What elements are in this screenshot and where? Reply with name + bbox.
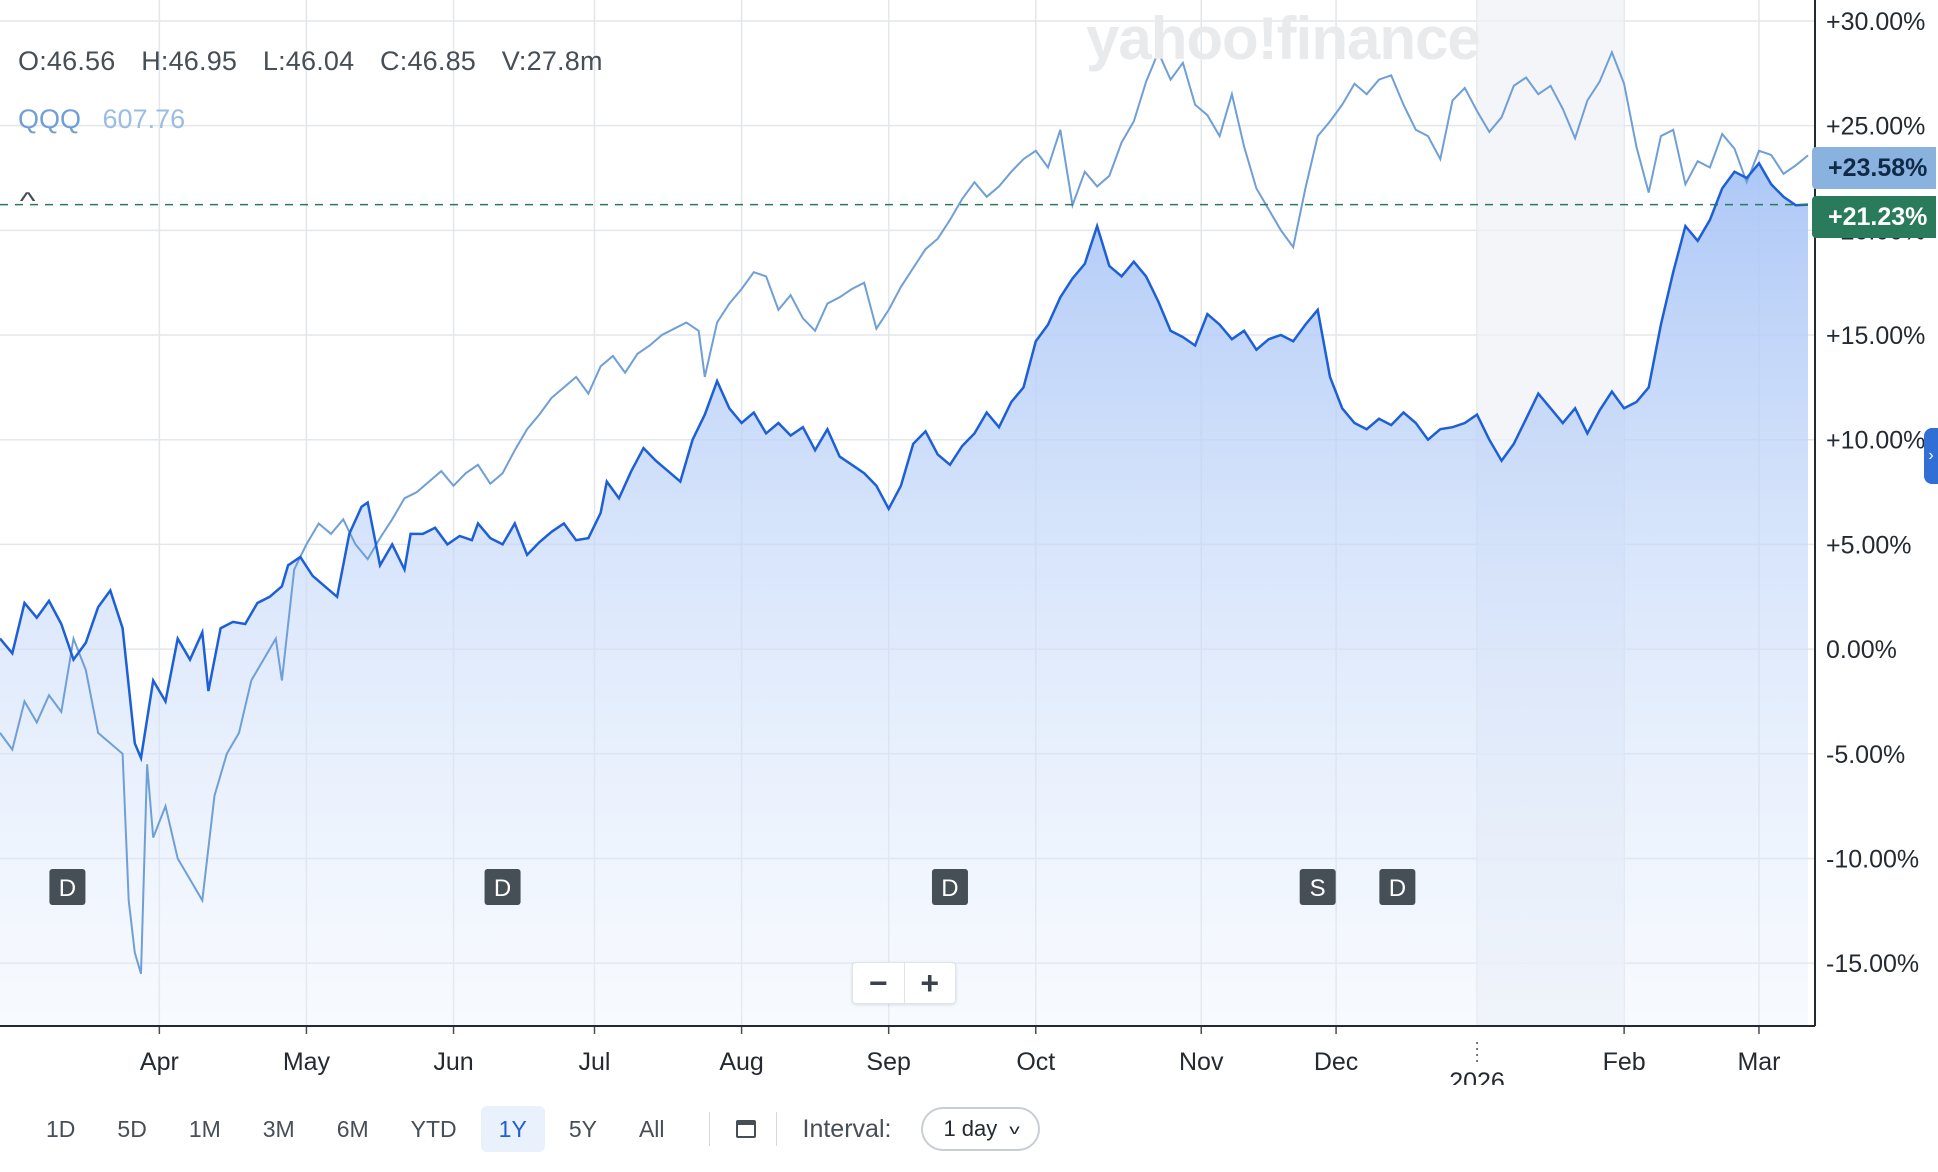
zoom-out-button[interactable]: − [853,963,905,1003]
compare-price: 607.76 [102,104,186,134]
y-tick-label: -10.00% [1826,845,1919,873]
interval-value: 1 day [943,1116,998,1141]
chevron-down-icon: v [1009,1121,1021,1137]
x-tick-label: May [283,1048,331,1076]
event-marker-label: D [941,875,958,902]
high-value: H:46.95 [141,46,238,76]
main-series-area [0,163,1808,1027]
y-tick-label: 0.00% [1826,636,1897,664]
range-1d-button[interactable]: 1D [46,1116,76,1142]
y-tick-label: -5.00% [1826,741,1905,769]
volume-value: V:27.8m [501,46,603,76]
range-5y-button[interactable]: 5Y [568,1116,597,1142]
interval-label: Interval: [802,1114,892,1143]
yahoo-finance-watermark: yahoo!finance [1086,5,1481,72]
event-marker-d[interactable]: D [484,869,521,905]
event-marker-box [49,869,86,905]
event-marker-box [1379,869,1416,905]
range-6m-button[interactable]: 6M [336,1116,369,1142]
low-value: L:46.04 [262,46,355,76]
event-marker-d[interactable]: D [931,869,968,905]
x-tick-label: Dec [1314,1048,1358,1076]
x-tick-label: Nov [1179,1048,1224,1076]
y-tick-label: +25.00% [1826,113,1925,141]
side-panel-toggle[interactable]: › [1924,428,1938,484]
range-ytd-button[interactable]: YTD [410,1116,457,1142]
toolbar-divider [775,1112,777,1146]
event-marker-box [1299,869,1336,905]
range-all-button[interactable]: All [638,1116,665,1142]
main-series-line [0,161,1809,763]
event-marker-d[interactable]: D [1379,869,1416,905]
compare-symbol[interactable]: QQQ [18,104,82,134]
y-tick-label: +30.00% [1826,8,1925,36]
qqq-last-value-badge: +23.58% [1812,147,1936,189]
event-marker-label: D [494,875,511,902]
year-label: 2026 [1449,1068,1505,1085]
event-marker-box [931,869,968,905]
x-tick-label: Oct [1016,1048,1055,1076]
collapse-chevron-icon[interactable]: ^ [19,188,36,215]
zoom-in-button[interactable]: + [920,965,940,1001]
qqq-series-line [0,49,1809,974]
event-marker-box [484,869,521,905]
x-tick-label: Aug [719,1048,763,1076]
event-marker-d[interactable]: D [49,869,86,905]
range-1m-button[interactable]: 1M [188,1116,221,1142]
event-marker-label: S [1310,875,1326,902]
event-marker-label: D [59,875,76,902]
y-tick-label: +5.00% [1826,531,1912,559]
price-chart[interactable]: +30.00%+25.00%+20.00%+15.00%+10.00%+5.00… [0,0,1938,1085]
range-3m-button[interactable]: 3M [262,1116,295,1142]
x-tick-label: Jun [433,1048,473,1076]
range-5d-button[interactable]: 5D [117,1116,147,1142]
y-tick-label: +10.00% [1826,427,1925,455]
range-1y-button[interactable]: 1Y [480,1106,545,1152]
axes: +30.00%+25.00%+20.00%+15.00%+10.00%+5.00… [0,0,1925,1085]
ohlc-readout: O:46.56 H:46.95 L:46.04 C:46.85 V:27.8m [18,46,621,77]
y-tick-label: +15.00% [1826,322,1925,350]
series-lines [0,49,1809,974]
x-tick-label: Feb [1603,1048,1646,1076]
event-marker-s[interactable]: S [1299,869,1336,905]
x-tick-label: Mar [1737,1048,1780,1076]
open-value: O:46.56 [18,46,116,76]
interval-select[interactable]: 1 day v [921,1107,1041,1151]
area-layer [0,163,1808,1027]
event-marker-label: D [1389,875,1406,902]
y-tick-label: -15.00% [1826,950,1919,978]
x-tick-label: Sep [866,1048,910,1076]
x-tick-label: Apr [140,1048,179,1076]
main-last-value-badge: +21.23% [1812,196,1936,238]
close-value: C:46.85 [380,46,477,76]
compare-legend[interactable]: QQQ 607.76 [18,104,185,135]
calendar-icon[interactable] [735,1120,756,1138]
x-tick-label: Jul [579,1048,611,1076]
range-toolbar: 1D 5D 1M 3M 6M YTD 1Y 5Y All Interval: 1… [28,1106,1041,1152]
zoom-controls: − + [852,962,956,1004]
toolbar-divider [708,1112,710,1146]
